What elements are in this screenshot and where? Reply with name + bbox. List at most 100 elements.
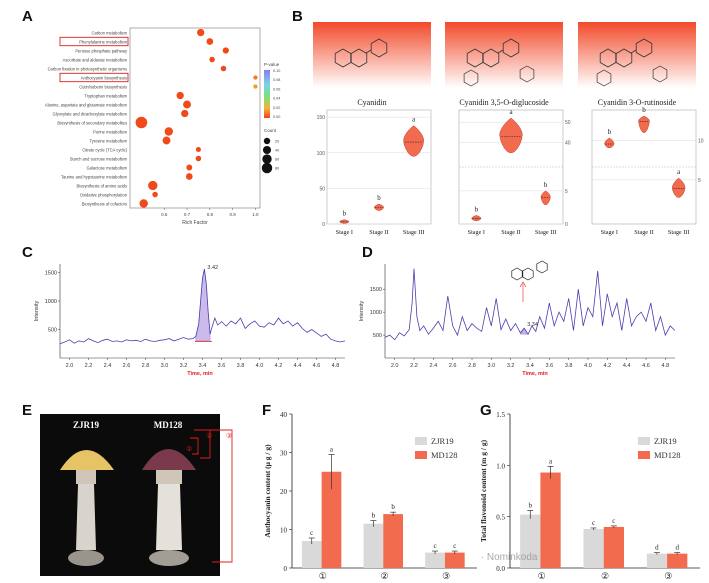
ring-b <box>502 38 520 58</box>
category-label: Galactose metabolism <box>87 165 128 170</box>
violin-shape <box>672 177 686 198</box>
count-legend-label: 40 <box>275 149 279 153</box>
violin-shape <box>374 203 384 211</box>
x-tick-label: 4.4 <box>294 363 302 369</box>
y-tick-label: 30 <box>280 450 288 458</box>
category-label: Citrate cycle (TCA cycle) <box>82 147 127 152</box>
y-axis-label: Total flavonoid content (m g / g) <box>479 439 488 542</box>
structure-background <box>313 22 431 88</box>
strain-label-md128: MD128 <box>154 420 183 430</box>
bar <box>646 553 668 568</box>
category-label: Phenylalanine metabolism <box>79 39 127 44</box>
bar <box>383 514 403 568</box>
violin-shape <box>339 219 350 224</box>
significance-letter: b <box>372 512 376 520</box>
x-tick-label: 2.6 <box>123 363 131 369</box>
mushroom-photo-panel: ZJR19 MD128 ① ② ③ <box>40 414 233 576</box>
violin-title: Cyanidin <box>357 98 386 107</box>
significance-letter: a <box>677 168 681 176</box>
x-tick-label: 3.2 <box>180 363 188 369</box>
bar <box>540 472 561 568</box>
y-tick-label: 0.0 <box>496 565 505 573</box>
base-md128 <box>149 550 189 566</box>
cyanidin-ring-a <box>511 267 523 281</box>
category-label: ① <box>538 571 546 580</box>
bar <box>444 552 465 568</box>
x-tick-label: 2.2 <box>85 363 93 369</box>
ring-a <box>466 48 484 68</box>
bubble-point <box>197 28 205 37</box>
x-tick-label: 4.6 <box>642 363 650 369</box>
y-tick-label: 1500 <box>370 287 382 293</box>
violin-shape <box>471 215 482 221</box>
bar <box>321 471 342 568</box>
count-legend-label: 20 <box>275 140 279 144</box>
panel-letter-b: B <box>292 8 303 25</box>
bracket-1 <box>190 437 199 455</box>
y-tick-label: 50 <box>319 186 325 192</box>
y-tick-label: 0 <box>565 222 568 228</box>
violin-shape <box>403 125 425 157</box>
peak-label: 3.34 <box>527 322 538 328</box>
y-tick-label: 100 <box>317 151 326 157</box>
arrow-head <box>519 281 527 288</box>
pvalue-tick-label: 0.08 <box>273 78 280 82</box>
significance-letter: c <box>310 529 313 537</box>
significance-letter: b <box>529 502 533 510</box>
violin-shape <box>604 137 615 149</box>
category-label: Glyoxylate and dicarboxylate metabolism <box>53 111 128 116</box>
x-tick-label: 2.0 <box>391 363 399 369</box>
count-legend-dot <box>261 162 273 174</box>
y-tick-label: 5 <box>565 189 568 195</box>
y-tick-label: 10 <box>280 527 288 535</box>
y-axis-label: Intensity <box>34 301 40 322</box>
base-zjr19 <box>68 550 104 566</box>
ring-b <box>635 38 653 58</box>
significance-letter: b <box>608 128 612 136</box>
x-tick-label: 3.6 <box>218 363 226 369</box>
significance-letter: b <box>343 210 347 218</box>
stage-label: Stage II <box>634 229 653 236</box>
significance-letter: a <box>509 108 513 116</box>
count-legend-dot <box>262 145 272 155</box>
pvalue-legend-title: P-value <box>264 62 280 67</box>
legend-swatch <box>638 451 650 459</box>
category-label: Biosynthesis of secondary metabolites <box>57 120 127 125</box>
x-tick-label: 4.0 <box>256 363 264 369</box>
highlight-box <box>59 36 129 47</box>
bubble-point <box>186 164 193 171</box>
bar <box>520 514 541 568</box>
x-tick-label: 3.8 <box>237 363 245 369</box>
legend-label: ZJR19 <box>654 436 677 446</box>
y-tick-label: 40 <box>565 141 571 147</box>
category-label: Biosynthesis of cofactors <box>82 201 127 206</box>
stage-label: Stage III <box>403 229 424 236</box>
marker-3: ③ <box>226 432 232 440</box>
chromatogram-c: 500 1000 1500 2.0 2.2 2.4 2.6 2.8 3.0 3.2 3.4 3.6 3.… <box>34 264 346 377</box>
y-tick-label: 1.0 <box>496 462 505 470</box>
x-tick-label: 3.0 <box>161 363 169 369</box>
sugar-ring <box>596 69 612 87</box>
significance-letter: d <box>655 544 659 552</box>
stage-label: Stage II <box>369 229 388 236</box>
pvalue-tick-label: 0.02 <box>273 106 280 110</box>
structure-background <box>578 22 696 88</box>
x-tick-label: 2.8 <box>468 363 476 369</box>
y-tick-label: 150 <box>317 115 326 121</box>
legend-swatch <box>415 437 427 445</box>
count-legend-dot <box>263 137 271 145</box>
count-legend-dot <box>262 154 272 164</box>
sugar-ring <box>463 69 479 87</box>
stage-label: Stage II <box>501 229 520 236</box>
x-tick-label: 3.0 <box>488 363 496 369</box>
pvalue-tick-label: 0.10 <box>273 69 280 73</box>
category-label: ③ <box>664 571 672 580</box>
x-tick-label: 4.4 <box>623 363 631 369</box>
bar <box>363 523 384 568</box>
x-tick-label: 0.7 <box>184 212 191 217</box>
bubble-point <box>183 100 191 109</box>
panel-letter-e: E <box>22 402 33 419</box>
peak-label: 3.42 <box>207 265 218 271</box>
significance-letter: b <box>391 503 395 511</box>
cap-md128 <box>142 449 196 470</box>
